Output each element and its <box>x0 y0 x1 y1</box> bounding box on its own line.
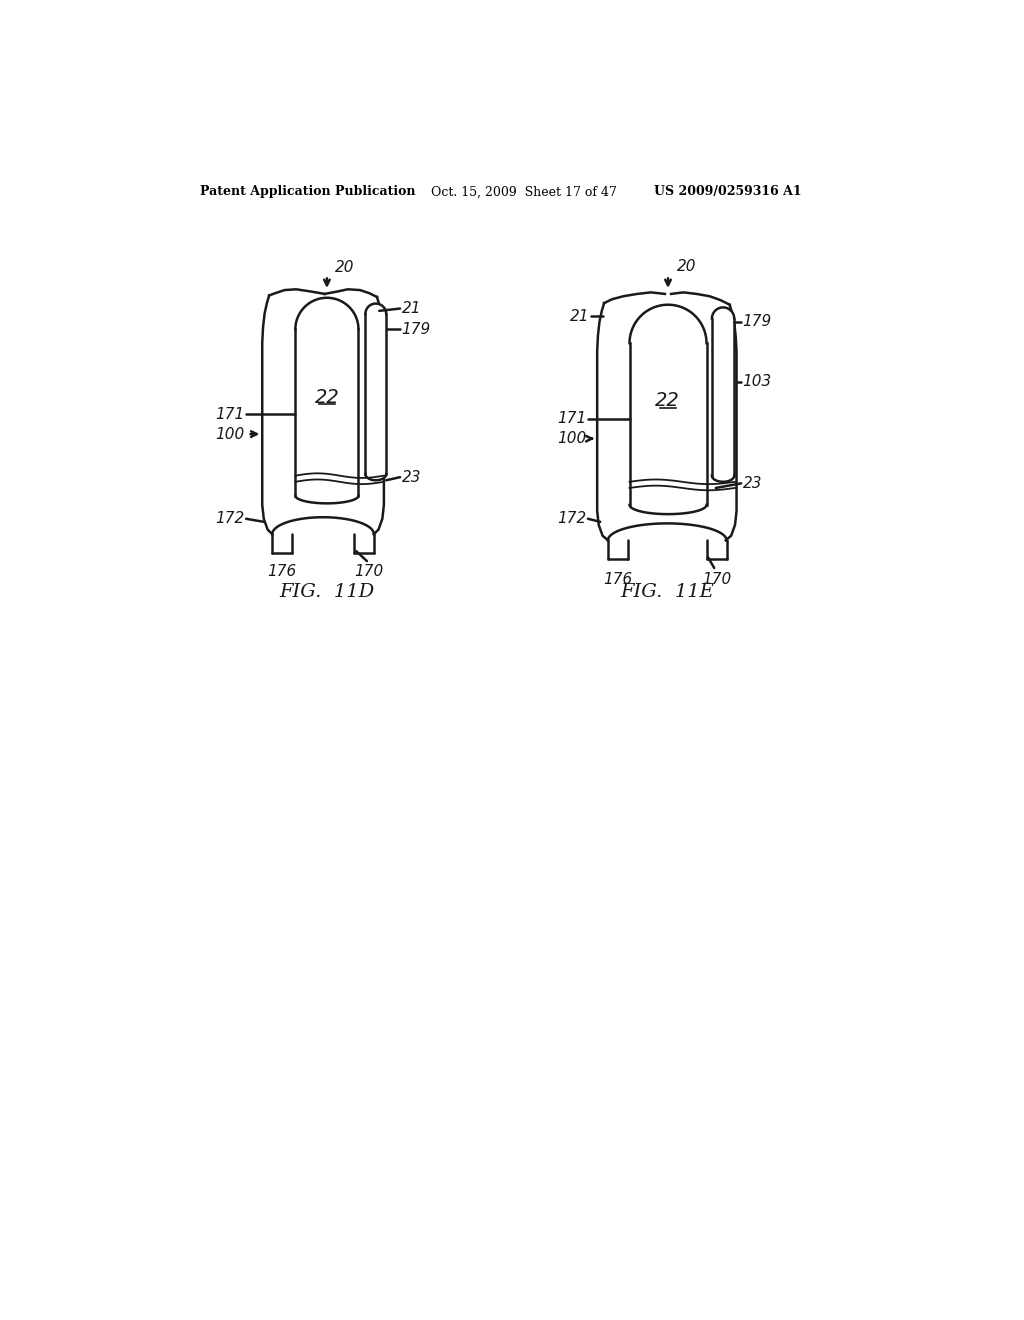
Text: 171: 171 <box>215 407 245 421</box>
Text: 176: 176 <box>267 564 297 579</box>
Text: 103: 103 <box>742 374 772 389</box>
Text: 100: 100 <box>557 432 587 446</box>
Text: 176: 176 <box>603 572 633 587</box>
Text: 100: 100 <box>215 426 245 442</box>
Text: 179: 179 <box>401 322 431 337</box>
Text: 22: 22 <box>655 392 680 411</box>
Text: 171: 171 <box>557 411 587 426</box>
Text: 20: 20 <box>677 259 696 273</box>
Text: 170: 170 <box>354 564 384 579</box>
Text: 21: 21 <box>401 301 421 315</box>
Text: 21: 21 <box>570 309 590 323</box>
Text: Patent Application Publication: Patent Application Publication <box>200 185 416 198</box>
Text: FIG.  11D: FIG. 11D <box>280 583 375 602</box>
Text: 172: 172 <box>557 511 587 527</box>
Text: 23: 23 <box>401 470 421 484</box>
Text: 172: 172 <box>215 511 245 527</box>
Polygon shape <box>630 305 707 513</box>
Polygon shape <box>712 308 734 482</box>
Text: 20: 20 <box>335 260 354 276</box>
Text: 22: 22 <box>314 388 339 407</box>
Text: FIG.  11E: FIG. 11E <box>621 583 714 602</box>
Text: US 2009/0259316 A1: US 2009/0259316 A1 <box>654 185 802 198</box>
Text: Oct. 15, 2009  Sheet 17 of 47: Oct. 15, 2009 Sheet 17 of 47 <box>431 185 616 198</box>
Polygon shape <box>295 298 358 503</box>
Text: 23: 23 <box>742 475 762 491</box>
Text: 170: 170 <box>702 572 732 587</box>
Text: 179: 179 <box>742 314 772 329</box>
Polygon shape <box>366 304 386 480</box>
